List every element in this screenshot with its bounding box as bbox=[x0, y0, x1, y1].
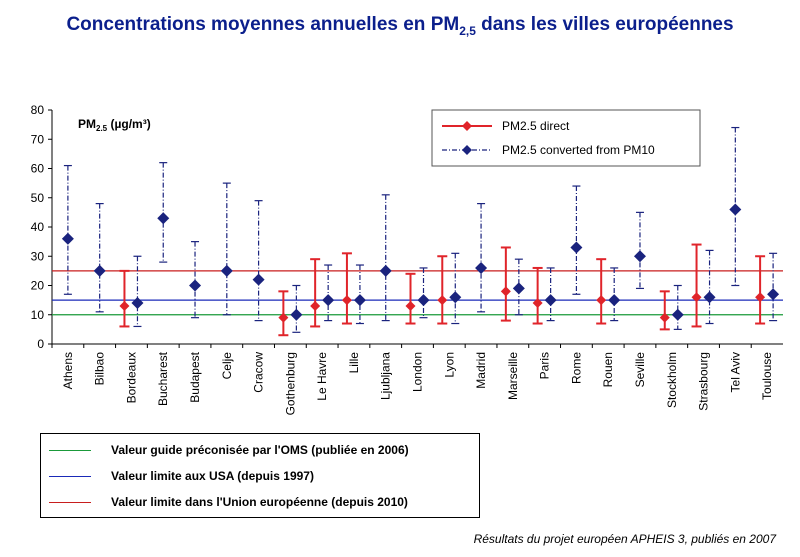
point-direct-marseille bbox=[500, 286, 511, 297]
ref-legend-line-who bbox=[49, 450, 91, 451]
point-direct-stockholm bbox=[659, 312, 670, 323]
ref-legend-label-who: Valeur guide préconisée par l'OMS (publi… bbox=[111, 443, 409, 457]
y-axis-label: PM2.5 (µg/m³) bbox=[78, 117, 151, 133]
point-converted-le-havre bbox=[322, 294, 335, 307]
x-tick-label-bucharest: Bucharest bbox=[156, 351, 170, 406]
x-tick-label-seville: Seville bbox=[633, 352, 647, 388]
chart-title: Concentrations moyennes annuelles en PM2… bbox=[0, 14, 800, 38]
point-converted-seville bbox=[633, 250, 646, 263]
title-subscript: 2,5 bbox=[459, 23, 476, 38]
ref-legend-label-usa: Valeur limite aux USA (depuis 1997) bbox=[111, 469, 314, 483]
point-converted-lille bbox=[353, 294, 366, 307]
x-tick-label-london: London bbox=[411, 352, 425, 392]
point-direct-le-havre bbox=[310, 300, 321, 311]
point-direct-rouen bbox=[596, 295, 607, 306]
x-tick-label-bordeaux: Bordeaux bbox=[124, 352, 138, 403]
x-tick-label-celje: Celje bbox=[220, 352, 234, 380]
x-tick-label-stockholm: Stockholm bbox=[665, 352, 679, 408]
x-tick-label-tel-aviv: Tel Aviv bbox=[728, 352, 742, 392]
legend-label-direct: PM2.5 direct bbox=[502, 119, 570, 133]
point-direct-paris bbox=[532, 298, 543, 309]
x-tick-label-athens: Athens bbox=[61, 352, 75, 389]
ref-legend-row-eu: Valeur limite dans l'Union européenne (d… bbox=[41, 493, 479, 513]
x-tick-label-lyon: Lyon bbox=[442, 352, 456, 378]
point-converted-budapest bbox=[189, 279, 202, 292]
title-text: Concentrations moyennes annuelles en PM bbox=[66, 14, 460, 35]
legend-label-converted: PM2.5 converted from PM10 bbox=[502, 143, 655, 157]
point-converted-marseille bbox=[512, 282, 525, 295]
y-tick-label-70: 70 bbox=[31, 132, 45, 146]
point-converted-toulouse bbox=[767, 288, 780, 301]
point-direct-gothenburg bbox=[278, 312, 289, 323]
point-direct-lille bbox=[341, 295, 352, 306]
x-tick-label-paris: Paris bbox=[538, 352, 552, 379]
point-direct-lyon bbox=[437, 295, 448, 306]
legend-marker-converted bbox=[462, 145, 472, 155]
x-tick-label-ljubljana: Ljubljana bbox=[379, 352, 393, 400]
point-converted-cracow bbox=[252, 273, 265, 286]
point-direct-strasbourg bbox=[691, 292, 702, 303]
ref-legend-row-who: Valeur guide préconisée par l'OMS (publi… bbox=[41, 441, 479, 461]
title-suffix: dans les villes européennes bbox=[475, 14, 734, 35]
point-converted-ljubljana bbox=[379, 264, 392, 277]
y-tick-label-20: 20 bbox=[31, 279, 45, 293]
source-footnote: Résultats du projet européen APHEIS 3, p… bbox=[473, 532, 776, 546]
ref-legend-line-eu bbox=[49, 502, 91, 503]
x-tick-label-rouen: Rouen bbox=[601, 352, 615, 387]
x-tick-label-strasbourg: Strasbourg bbox=[697, 352, 711, 411]
point-converted-bucharest bbox=[157, 212, 170, 225]
pm25-chart: 0 10 20 30 40 50 60 70 80 Athens Bilbao Bordeaux Buc… bbox=[31, 103, 783, 415]
point-converted-gothenburg bbox=[290, 308, 303, 321]
x-tick-label-madrid: Madrid bbox=[474, 352, 488, 389]
point-direct-london bbox=[405, 300, 416, 311]
x-tick-label-marseille: Marseille bbox=[506, 352, 520, 400]
point-converted-madrid bbox=[475, 261, 488, 274]
y-tick-label-0: 0 bbox=[37, 337, 44, 351]
y-tick-label-10: 10 bbox=[31, 308, 45, 322]
point-converted-lyon bbox=[449, 291, 462, 304]
ref-legend-label-eu: Valeur limite dans l'Union européenne (d… bbox=[111, 495, 408, 509]
x-tick-label-le-havre: Le Havre bbox=[315, 352, 329, 401]
point-converted-stockholm bbox=[671, 308, 684, 321]
x-tick-label-gothenburg: Gothenburg bbox=[283, 352, 297, 415]
legend-marker-direct bbox=[462, 121, 472, 131]
point-converted-bilbao bbox=[93, 264, 106, 277]
ref-legend-line-usa bbox=[49, 476, 91, 477]
y-tick-label-40: 40 bbox=[31, 220, 45, 234]
point-converted-celje bbox=[220, 264, 233, 277]
x-tick-label-cracow: Cracow bbox=[252, 352, 266, 393]
x-tick-label-budapest: Budapest bbox=[188, 351, 202, 402]
point-converted-bordeaux bbox=[131, 297, 144, 310]
reference-lines-legend: Valeur guide préconisée par l'OMS (publi… bbox=[40, 433, 480, 518]
x-tick-label-bilbao: Bilbao bbox=[93, 352, 107, 386]
point-converted-athens bbox=[61, 232, 74, 245]
y-tick-label-50: 50 bbox=[31, 191, 45, 205]
point-converted-tel-aviv bbox=[729, 203, 742, 216]
x-tick-label-lille: Lille bbox=[347, 352, 361, 374]
point-direct-toulouse bbox=[755, 292, 766, 303]
point-direct-bordeaux bbox=[119, 300, 130, 311]
x-tick-label-rome: Rome bbox=[569, 352, 583, 384]
point-converted-strasbourg bbox=[703, 291, 716, 304]
point-converted-rome bbox=[570, 241, 583, 254]
y-tick-label-60: 60 bbox=[31, 162, 45, 176]
y-tick-label-80: 80 bbox=[31, 103, 45, 117]
y-tick-label-30: 30 bbox=[31, 249, 45, 263]
point-converted-rouen bbox=[608, 294, 621, 307]
series-legend bbox=[431, 109, 701, 167]
point-converted-paris bbox=[544, 294, 557, 307]
point-converted-london bbox=[417, 294, 430, 307]
x-tick-label-toulouse: Toulouse bbox=[760, 352, 774, 400]
ref-legend-row-usa: Valeur limite aux USA (depuis 1997) bbox=[41, 467, 479, 487]
